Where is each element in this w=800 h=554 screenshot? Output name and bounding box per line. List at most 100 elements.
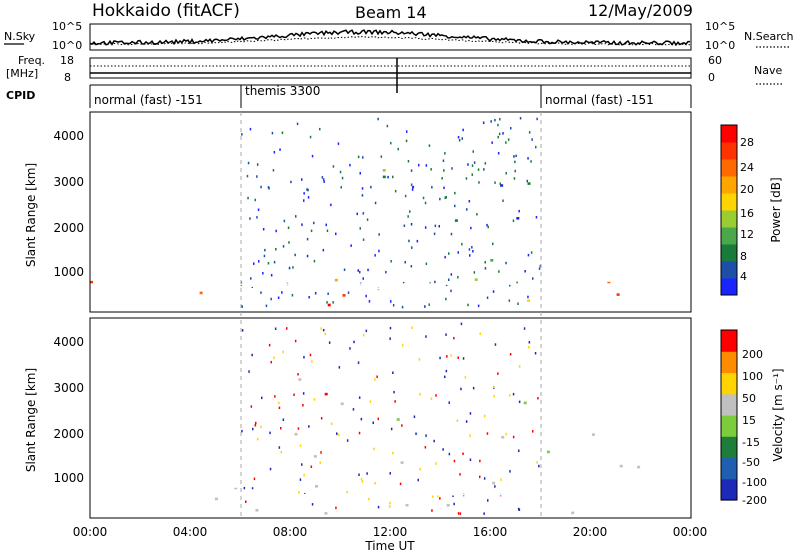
power-cell <box>514 160 516 164</box>
power-cell <box>292 266 294 269</box>
power-cell <box>294 253 296 257</box>
power-cell <box>330 203 332 207</box>
power-cell <box>281 291 283 294</box>
freq-label: Freq. <box>18 54 45 67</box>
velocity-cell <box>252 427 254 431</box>
velocity-cell <box>442 448 444 451</box>
power-cell <box>410 169 413 172</box>
velocity-cell <box>457 512 460 515</box>
power-cell <box>514 169 516 173</box>
power-cell <box>472 150 474 153</box>
velocity-cell <box>358 431 361 435</box>
power-cell <box>332 301 334 304</box>
velocity-cell <box>270 360 272 364</box>
velocity-cell <box>528 346 530 349</box>
power-cell <box>445 196 447 199</box>
power-cell <box>342 294 346 297</box>
colorbar-swatch <box>721 210 737 228</box>
power-cell <box>516 281 518 285</box>
power-cell <box>359 270 361 274</box>
velocity-cell <box>363 333 365 337</box>
velocity-cell <box>322 328 325 332</box>
power-cell <box>515 154 517 158</box>
power-cell <box>412 186 414 189</box>
velocity-cell <box>268 343 271 347</box>
colorbar-swatch <box>721 330 737 352</box>
power-cell <box>334 278 338 282</box>
velocity-cell <box>518 400 521 404</box>
velocity-cell <box>500 478 502 481</box>
power-cell <box>474 278 478 281</box>
velocity-cell <box>389 501 391 505</box>
power-cbar-label: Power [dB] <box>769 177 783 242</box>
power-ytick-3000: 3000 <box>53 175 84 189</box>
velocity-ylabel: Slant Range [km] <box>24 368 38 472</box>
power-cell <box>451 167 453 170</box>
velocity-cell <box>431 509 433 512</box>
power-cell <box>438 225 440 228</box>
velocity-cell <box>619 464 623 468</box>
velocity-cell <box>320 327 322 330</box>
power-cell <box>494 118 496 122</box>
velocity-cell <box>389 337 391 340</box>
velocity-cell <box>439 356 441 360</box>
power-cell <box>445 297 447 301</box>
velocity-cell <box>453 459 456 463</box>
power-cell <box>382 175 386 179</box>
power-cell <box>444 255 446 259</box>
velocity-cell <box>349 347 351 350</box>
frequency-panel: Freq. [MHz] 18 8 60 0 Nave <box>6 54 782 93</box>
velocity-cell <box>243 486 246 490</box>
power-cell <box>443 186 445 190</box>
freq-tick-top: 18 <box>60 54 74 67</box>
velocity-cell <box>248 370 250 373</box>
velocity-cell <box>328 341 331 344</box>
velocity-cell <box>418 358 421 361</box>
power-cell <box>471 246 473 249</box>
power-cell <box>416 239 419 243</box>
velocity-cell <box>523 327 526 330</box>
power-colorbar: 28 24 20 16 12 8 4 Power [dB] <box>720 124 783 296</box>
power-cell <box>241 133 243 136</box>
power-cell <box>411 246 413 249</box>
velocity-cell <box>282 350 284 354</box>
velocity-cell <box>460 387 462 391</box>
power-cell <box>340 186 342 189</box>
velocity-cell <box>518 365 521 368</box>
power-cell <box>425 164 428 167</box>
colorbar-swatch <box>721 278 737 296</box>
power-cell <box>424 226 427 229</box>
velocity-cell <box>269 431 271 435</box>
power-cell <box>465 177 468 180</box>
power-gap <box>90 283 691 285</box>
velocity-cell <box>399 482 402 486</box>
power-cell <box>467 303 469 307</box>
velocity-cell <box>303 356 305 359</box>
power-cell <box>267 186 270 189</box>
power-cell <box>378 249 380 253</box>
power-cell <box>410 183 413 186</box>
power-cell <box>272 169 275 172</box>
power-cell <box>368 300 371 303</box>
velocity-cell <box>377 417 379 421</box>
power-cell <box>306 254 309 258</box>
power-cell <box>314 292 317 295</box>
velocity-cell <box>336 432 338 435</box>
power-cell <box>281 131 284 134</box>
power-cell <box>454 204 456 208</box>
velocity-cell <box>353 340 355 344</box>
nave-tick-bottom: 0 <box>708 71 715 84</box>
power-cell <box>448 252 450 255</box>
power-cbar-tick-8: 8 <box>740 250 747 263</box>
velocity-cell <box>469 412 472 415</box>
power-cell <box>516 217 520 220</box>
power-cell <box>518 209 520 213</box>
velocity-cell <box>374 482 376 485</box>
power-cell <box>290 180 292 184</box>
power-cell <box>408 239 410 243</box>
power-cell <box>490 120 492 123</box>
power-cell <box>497 152 500 155</box>
power-cell <box>439 197 441 201</box>
power-cell <box>390 300 392 303</box>
power-cell <box>277 296 280 299</box>
